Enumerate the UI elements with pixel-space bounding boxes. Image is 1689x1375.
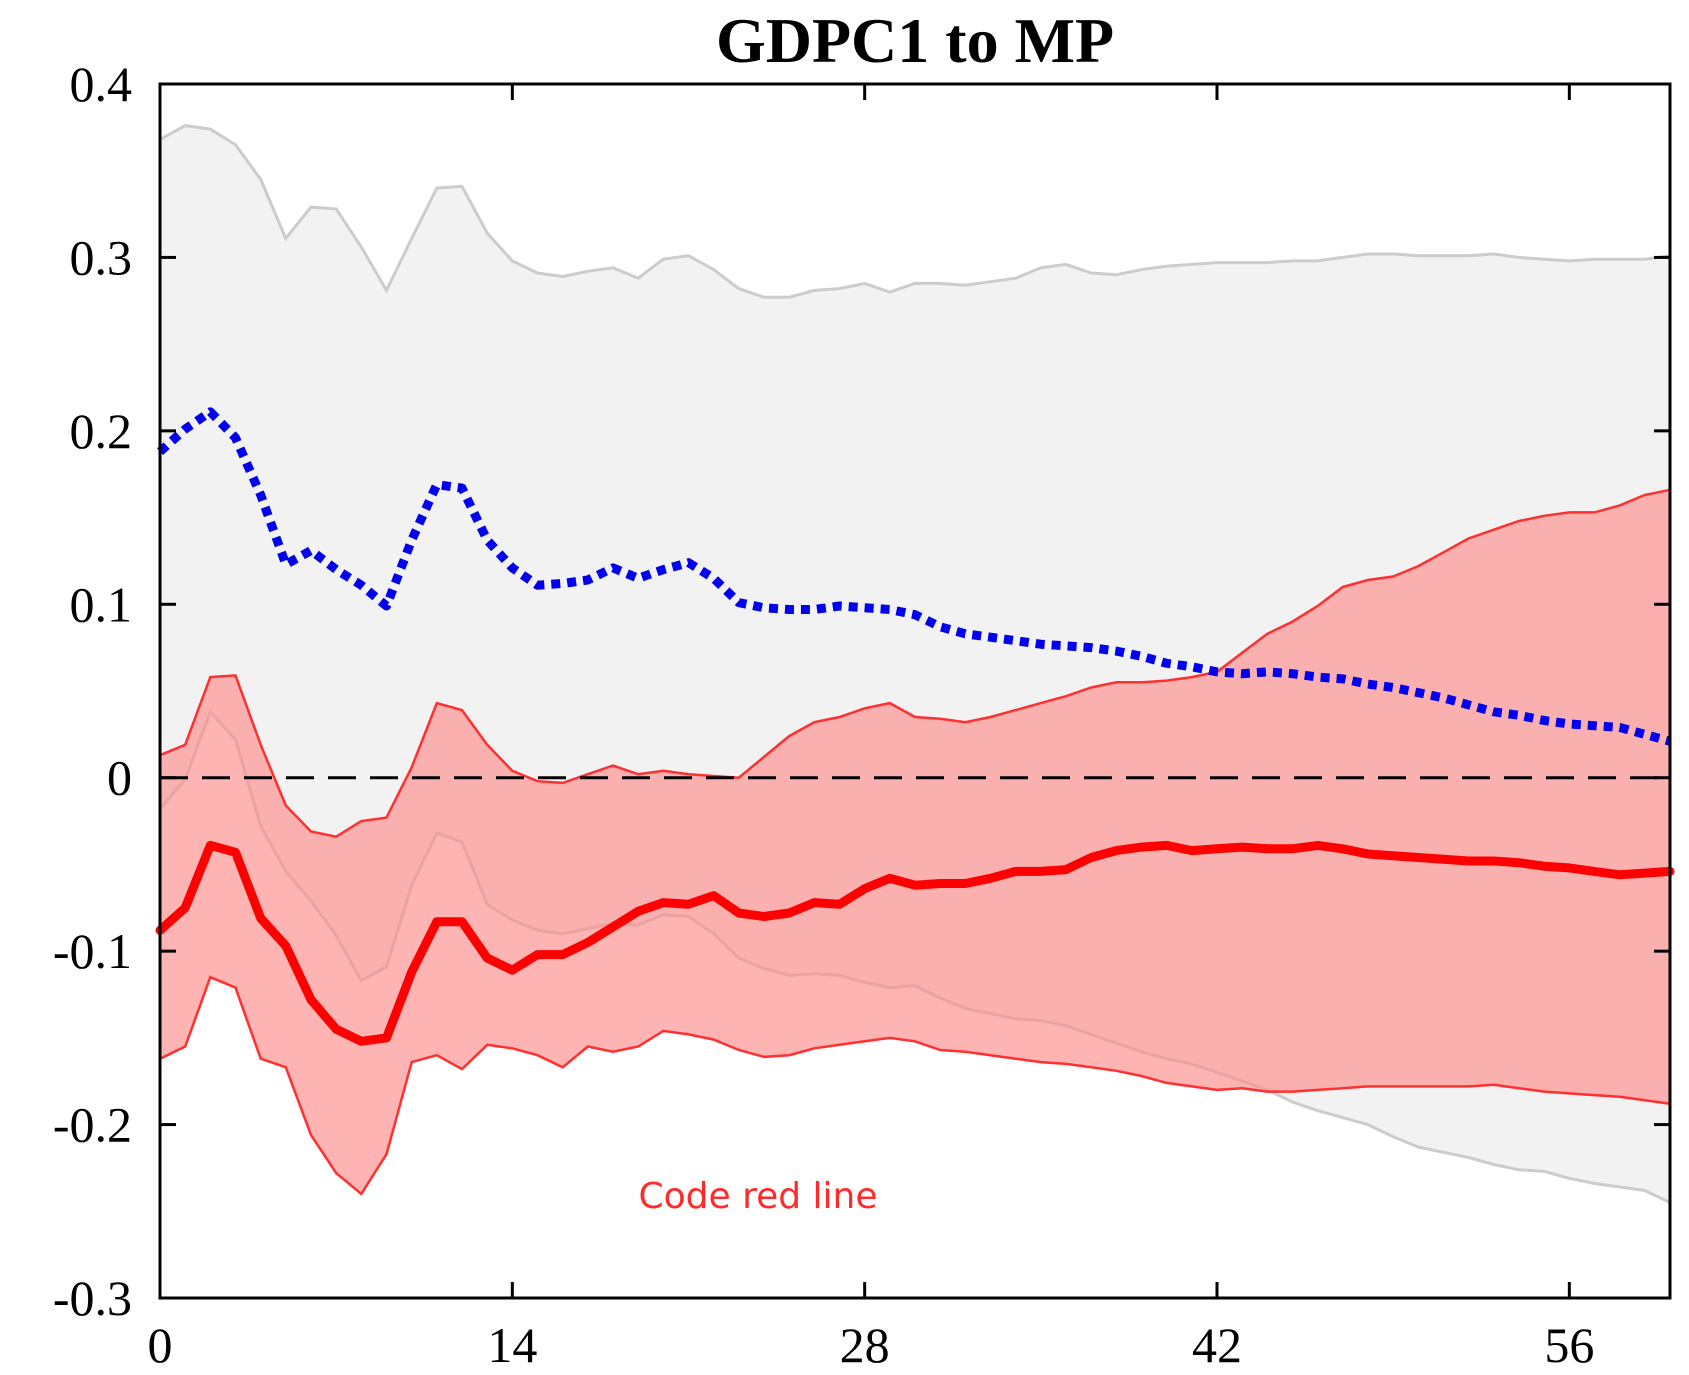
red-band-lower-line	[159, 975, 1671, 1196]
x-tick-label-3: 42	[1192, 1317, 1242, 1373]
y-tick-label-3: 0.1	[70, 576, 133, 632]
plot-area: 0.4 0.3 0.2 0.1 0 -0.1 -0.2 -0.3 0 14 28 42 56	[53, 56, 1675, 1373]
series-line-0	[155, 840, 1675, 1046]
x-tick-label-1: 14	[487, 1317, 537, 1373]
annotation-code-red-line: Code red line	[638, 1176, 877, 1217]
red-band-upper-line	[159, 488, 1671, 839]
y-tick-label-0: 0.4	[70, 56, 133, 112]
red-band	[160, 489, 1670, 1194]
y-tick-label-6: -0.2	[53, 1097, 132, 1153]
series-line-1	[156, 407, 1672, 746]
axes-box	[158, 82, 1672, 1300]
x-tick-label-0: 0	[148, 1317, 173, 1373]
chart-title: GDPC1 to MP	[716, 5, 1114, 76]
x-tick-label-4: 56	[1544, 1317, 1594, 1373]
y-tick-label-2: 0.2	[70, 403, 133, 459]
y-tick-label-5: -0.1	[53, 923, 132, 979]
y-tick-label-4: 0	[107, 750, 132, 806]
gray-band-upper-line	[159, 124, 1671, 299]
y-tick-label-7: -0.3	[53, 1270, 132, 1326]
x-tick-label-2: 28	[840, 1317, 890, 1373]
y-tick-label-1: 0.3	[70, 229, 133, 285]
